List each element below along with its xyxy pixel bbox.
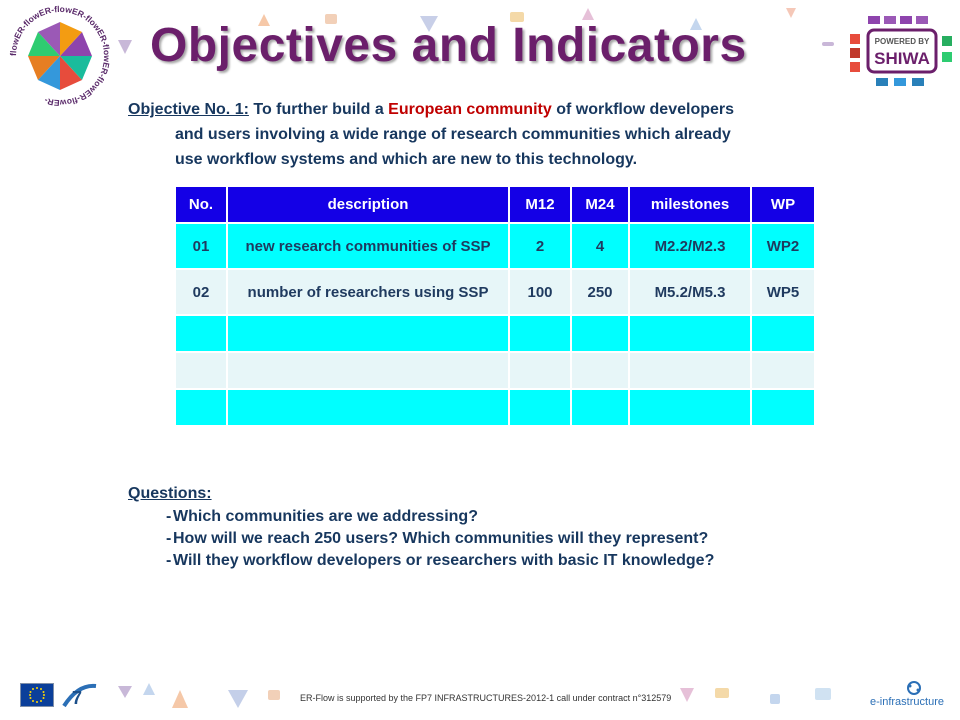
eu-flag-logo — [20, 683, 54, 707]
objective-lead: Objective No. 1: — [128, 101, 249, 118]
header-m24: M24 — [570, 185, 630, 224]
question-text: Will they workflow developers or researc… — [173, 552, 715, 569]
cell-m24 — [570, 388, 630, 427]
header-milestones: milestones — [628, 185, 752, 224]
cell-wp — [750, 388, 816, 427]
decor-triangle — [680, 688, 694, 702]
cell-m12 — [508, 351, 572, 390]
flower-logo: flowER-flowER-flowER-flowER-flowER-flowE… — [8, 4, 112, 108]
objective-highlight: European community — [388, 101, 552, 118]
cell-wp — [750, 314, 816, 353]
decor-square — [822, 42, 834, 46]
cell-description — [226, 351, 510, 390]
questions-heading: Questions: — [128, 485, 212, 502]
objective-paragraph: Objective No. 1: To further build a Euro… — [128, 97, 856, 172]
cell-m24: 4 — [570, 222, 630, 270]
header-wp: WP — [750, 185, 816, 224]
cell-no: 02 — [174, 268, 228, 316]
header-m12: M12 — [508, 185, 572, 224]
decor-square — [510, 12, 524, 22]
svg-text:7: 7 — [72, 688, 82, 708]
objective-line-2: and users involving a wide range of rese… — [175, 126, 731, 143]
cell-description — [226, 388, 510, 427]
cell-wp: WP2 — [750, 222, 816, 270]
cell-description — [226, 314, 510, 353]
objective-line-3: use workflow systems and which are new t… — [175, 151, 638, 168]
list-item: - Will they workflow developers or resea… — [128, 550, 868, 572]
shiwa-logo: POWERED BY SHIWA — [850, 16, 952, 86]
decor-triangle — [228, 690, 248, 708]
cell-milestones — [628, 388, 752, 427]
decor-square — [715, 688, 729, 698]
questions-section: Questions: - Which communities are we ad… — [128, 482, 868, 572]
list-bullet: - — [166, 530, 172, 547]
list-item: - How will we reach 250 users? Which com… — [128, 528, 868, 550]
table-row — [174, 388, 816, 427]
decor-triangle — [118, 40, 132, 54]
fp7-logo: 7 — [62, 683, 97, 708]
cell-m12: 100 — [508, 268, 572, 316]
cell-m12 — [508, 388, 572, 427]
list-bullet: - — [166, 552, 172, 569]
decor-square — [325, 14, 337, 24]
cell-milestones: M2.2/M2.3 — [628, 222, 752, 270]
decor-triangle — [786, 8, 796, 18]
decor-triangle — [143, 683, 155, 695]
shiwa-powered-text: POWERED BY — [875, 37, 930, 46]
footer-text: ER-Flow is supported by the FP7 INFRASTR… — [300, 693, 672, 703]
table-row: 01 new research communities of SSP 2 4 M… — [174, 222, 816, 270]
cell-no — [174, 388, 228, 427]
decor-triangle — [420, 16, 438, 32]
table-row — [174, 351, 816, 390]
indicators-table: No. description M12 M24 milestones WP 01… — [174, 185, 816, 427]
decor-square — [815, 688, 831, 700]
objective-text-before: To further build a — [248, 101, 389, 118]
decor-triangle — [118, 686, 132, 698]
header-description: description — [226, 185, 510, 224]
cell-m24 — [570, 314, 630, 353]
einfra-logo — [907, 681, 921, 695]
cell-wp: WP5 — [750, 268, 816, 316]
decor-square — [770, 694, 780, 704]
table-row — [174, 314, 816, 353]
objective-text-after: of workflow developers — [551, 101, 735, 118]
cell-milestones — [628, 314, 752, 353]
cell-m12: 2 — [508, 222, 572, 270]
cell-wp — [750, 351, 816, 390]
cell-milestones: M5.2/M5.3 — [628, 268, 752, 316]
question-text: Which communities are we addressing? — [173, 508, 478, 525]
table-header-row: No. description M12 M24 milestones WP — [174, 185, 816, 224]
cell-m24: 250 — [570, 268, 630, 316]
page-title: Objectives and Indicators — [150, 19, 747, 72]
cell-milestones — [628, 351, 752, 390]
shiwa-name-text: SHIWA — [874, 49, 930, 68]
cell-m24 — [570, 351, 630, 390]
list-bullet: - — [166, 508, 172, 525]
cell-no — [174, 314, 228, 353]
decor-square — [268, 690, 280, 700]
decor-triangle — [258, 14, 270, 26]
decor-triangle — [582, 8, 594, 20]
cell-no — [174, 351, 228, 390]
header-no: No. — [174, 185, 228, 224]
cell-description: number of researchers using SSP — [226, 268, 510, 316]
decor-triangle — [690, 18, 702, 30]
decor-triangle — [172, 690, 188, 708]
table-row: 02 number of researchers using SSP 100 2… — [174, 268, 816, 316]
list-item: - Which communities are we addressing? — [128, 506, 868, 528]
cell-no: 01 — [174, 222, 228, 270]
cell-description: new research communities of SSP — [226, 222, 510, 270]
einfra-text: e-infrastructure — [870, 696, 944, 708]
question-text: How will we reach 250 users? Which commu… — [173, 530, 709, 547]
cell-m12 — [508, 314, 572, 353]
